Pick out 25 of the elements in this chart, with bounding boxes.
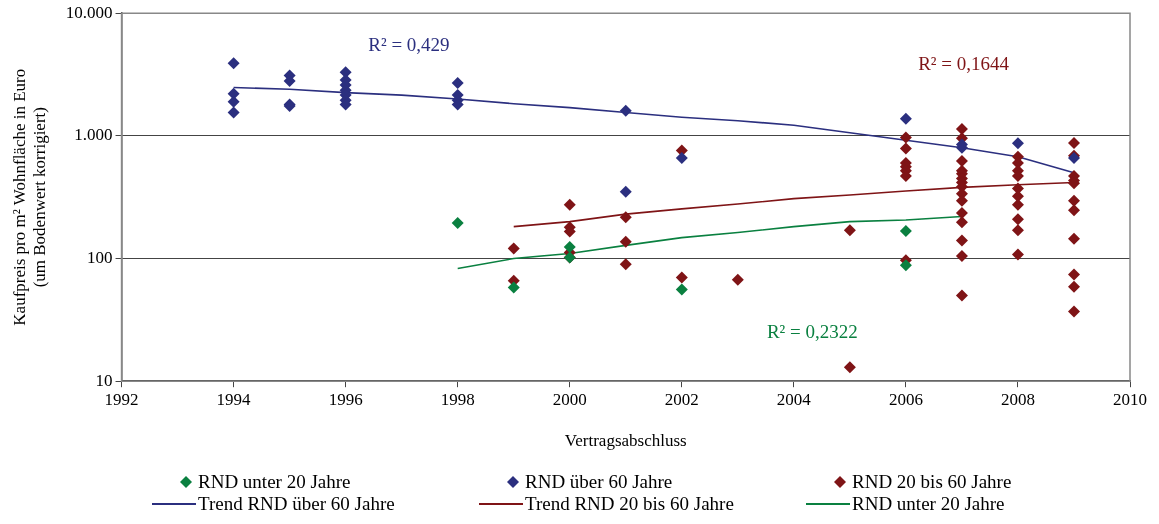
annotation: R² = 0,2322	[766, 321, 858, 343]
y-tick-label: 1.000	[74, 125, 113, 145]
y-tick-label: 100	[87, 248, 113, 267]
y-axis-title: Kaufpreis pro m² Wohnfläche in Euro (um Bodenwert korrigiert)	[9, 68, 50, 326]
x-tick-label: 1994	[216, 389, 252, 409]
annotation: R² = 0,1644	[918, 52, 1010, 74]
y-tick-label: 10	[95, 370, 113, 390]
legend-label: RND unter 20 Jahre	[852, 492, 1005, 514]
x-tick-label: 2004	[776, 389, 812, 409]
x-tick-label: 2006	[888, 389, 923, 409]
x-tick-label: 1998	[440, 389, 475, 409]
x-tick-label: 2010	[1113, 389, 1147, 409]
x-tick-label: 2002	[664, 389, 699, 409]
legend-label: Trend RND über 60 Jahre	[198, 492, 395, 514]
legend-label: RND 20 bis 60 Jahre	[852, 470, 1012, 492]
x-tick-label: 1996	[328, 389, 363, 409]
x-tick-label: 2000	[552, 389, 587, 409]
x-tick-label: 1992	[104, 389, 139, 409]
annotation: R² = 0,429	[368, 34, 450, 56]
legend-label: RND über 60 Jahre	[525, 470, 673, 492]
x-axis-title: Vertragsabschluss	[564, 431, 687, 451]
x-tick-label: 2008	[1000, 389, 1035, 409]
legend-label: RND unter 20 Jahre	[198, 470, 351, 492]
y-tick-label: 10.000	[65, 2, 113, 22]
legend-label: Trend RND 20 bis 60 Jahre	[525, 492, 734, 514]
